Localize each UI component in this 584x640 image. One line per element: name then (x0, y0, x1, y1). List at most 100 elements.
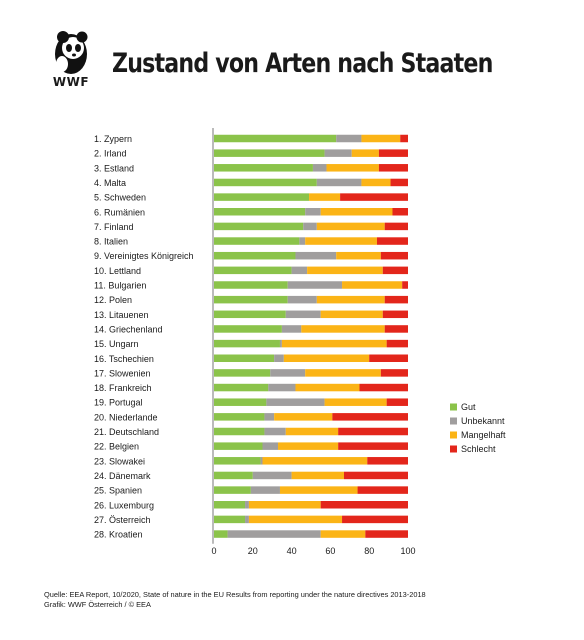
bar-segment-unbekannt (295, 251, 337, 260)
category-label: 18. Frankreich (94, 383, 152, 393)
category-label: 20. Niederlande (94, 412, 158, 422)
category-label: 16. Tschechien (94, 354, 154, 364)
bar-segment-gut (214, 457, 261, 465)
category-label: 7. Finland (94, 222, 134, 232)
bar-segment-mangelhaft (274, 413, 333, 421)
bar-segment-schlecht (386, 398, 408, 406)
category-label: 13. Litauenen (94, 310, 149, 320)
bar-segment-schlecht (400, 134, 408, 143)
bar-segment-gut (214, 281, 288, 289)
x-tick-label: 80 (364, 546, 374, 556)
bar-segment-gut (214, 501, 246, 509)
category-label: 11. Bulgarien (94, 281, 146, 291)
bar-segment-schlecht (338, 442, 408, 450)
category-label: 2. Irland (94, 149, 127, 159)
bar-segment-schlecht (342, 515, 408, 524)
bar-segment-unbekannt (303, 222, 317, 231)
bar-segment-schlecht (359, 383, 408, 392)
bar-segment-gut (214, 164, 313, 172)
bar-segment-mangelhaft (278, 442, 339, 450)
bar-segment-unbekannt (336, 134, 362, 143)
page-title: Zustand von Arten nach Staaten (112, 48, 493, 79)
bar-segment-schlecht (378, 149, 408, 157)
category-label: 4. Malta (94, 178, 126, 188)
bar-segment-mangelhaft (307, 266, 383, 275)
bar-segment-mangelhaft (320, 530, 366, 538)
bar-segment-unbekannt (270, 369, 306, 377)
legend-label: Unbekannt (461, 416, 505, 426)
bar-segment-schlecht (402, 281, 408, 289)
bar-segment-mangelhaft (320, 208, 393, 216)
stacked-bar-chart: 1. Zypern 2. Irland 3. Estland 4. Malta 5. S… (94, 128, 506, 556)
bar-segment-mangelhaft (316, 295, 385, 304)
bar-segment-gut (214, 178, 317, 187)
bar-segment-gut (214, 266, 292, 275)
bar-segment-gut (214, 149, 325, 157)
bar-segment-schlecht (357, 486, 408, 494)
panda-logo-icon (55, 31, 88, 74)
bar-segment-mangelhaft (305, 237, 377, 245)
bar-segment-schlecht (365, 530, 408, 538)
bar-segment-unbekannt (252, 471, 292, 480)
bar-segment-unbekannt (264, 427, 286, 436)
bar-segment-gut (214, 310, 286, 319)
category-label: 14. Griechenland (94, 324, 163, 334)
bar-segment-unbekannt (285, 310, 321, 319)
category-label: 12. Polen (94, 295, 132, 305)
bar-segment-unbekannt (264, 413, 275, 421)
category-label: 24. Dänemark (94, 471, 151, 481)
bar-segment-mangelhaft (336, 251, 381, 260)
bar-segment-schlecht (392, 208, 408, 216)
bar-segment-schlecht (338, 427, 408, 436)
bar-segment-unbekannt (287, 281, 343, 289)
source-note: Quelle: EEA Report, 10/2020, State of na… (44, 590, 426, 599)
legend-label: Gut (461, 402, 476, 412)
bar-segment-mangelhaft (326, 164, 379, 172)
category-label: 1. Zypern (94, 134, 132, 144)
bar-segment-unbekannt (245, 501, 249, 509)
bar-segment-gut (214, 325, 282, 333)
bar-segment-gut (214, 398, 267, 406)
bar-segment-unbekannt (305, 208, 321, 216)
bar-segment-unbekannt (281, 325, 302, 333)
x-tick-label: 0 (211, 546, 216, 556)
bar-segment-schlecht (386, 339, 408, 348)
x-tick-label: 40 (287, 546, 297, 556)
bar-segment-schlecht (376, 237, 408, 245)
bar-segment-mangelhaft (361, 134, 401, 143)
bar-segment-schlecht (320, 501, 408, 509)
bar-segment-gut (214, 222, 304, 231)
bar-segment-mangelhaft (291, 471, 344, 480)
bar-segment-schlecht (382, 266, 408, 275)
bar-segment-unbekannt (245, 515, 249, 524)
bar-segment-unbekannt (266, 398, 325, 406)
category-label: 17. Slowenien (94, 368, 151, 378)
legend-label: Mangelhaft (461, 430, 506, 440)
bar-segment-schlecht (384, 325, 408, 333)
bar-segment-mangelhaft (324, 398, 387, 406)
bar-segment-unbekannt (262, 442, 279, 450)
bar-segment-schlecht (380, 369, 408, 377)
bar-segment-mangelhaft (361, 178, 391, 187)
category-label: 5. Schweden (94, 193, 146, 203)
bar-segment-schlecht (343, 471, 408, 480)
bar-segment-schlecht (384, 295, 408, 304)
legend-swatch (450, 431, 457, 439)
category-label: 26. Luxemburg (94, 500, 154, 510)
bar-segment-gut (214, 339, 280, 348)
bar-segment-gut (214, 515, 246, 524)
bar-segment-mangelhaft (301, 325, 385, 333)
bar-segment-gut (214, 295, 288, 304)
category-label: 6. Rumänien (94, 207, 145, 217)
bar-segment-gut (214, 413, 265, 421)
bar-segment-gut (214, 237, 300, 245)
legend-swatch (450, 403, 457, 411)
bar-segment-schlecht (367, 457, 408, 465)
bar-segment-gut (214, 354, 275, 362)
category-label: 23. Slowakei (94, 456, 145, 466)
bar-segment-unbekannt (287, 295, 317, 304)
bar-segment-unbekannt (312, 164, 327, 172)
bar-segment-schlecht (332, 413, 408, 421)
category-label: 8. Italien (94, 237, 128, 247)
bar-segment-gut (214, 471, 253, 480)
